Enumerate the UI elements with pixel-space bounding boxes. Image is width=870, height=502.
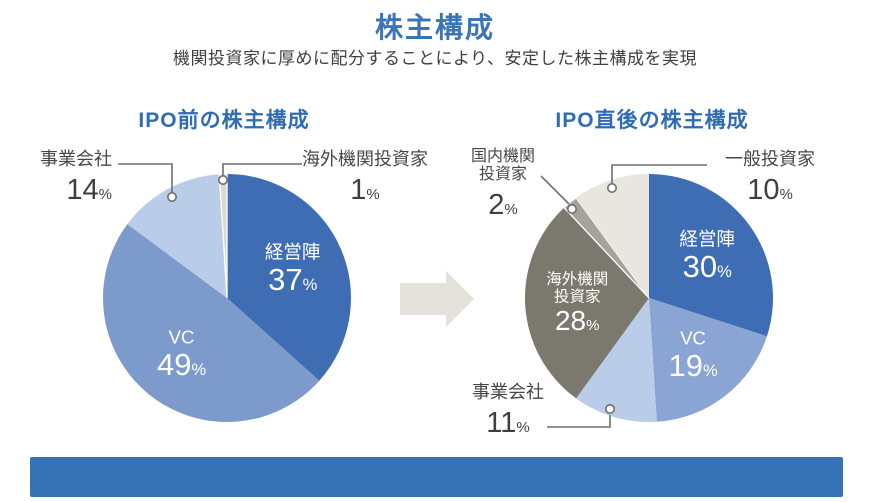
pie-slice-1-4: [563, 196, 650, 299]
pie-slice-0-1: [103, 224, 320, 422]
page-subtitle: 機関投資家に厚めに配分することにより、安定した株主構成を実現: [173, 49, 697, 68]
label-post-retail-investors: 一般投資家 10%: [722, 149, 818, 210]
footer-bar: [30, 457, 843, 497]
label-post-business-company: 事業会社 11%: [464, 382, 552, 443]
pie-inside-value-0-1: 49%: [157, 347, 206, 382]
pie-inside-value-0-0: 37%: [268, 262, 317, 297]
pie-slice-1-3: [525, 207, 649, 399]
value-post-retail-investors: 10%: [747, 174, 793, 206]
pie-inside-label-0-0: 経営陣: [265, 241, 321, 262]
pie-inside-label-0-1: VC: [169, 326, 195, 347]
label-pre-foreign-institutional: 海外機関投資家 1%: [300, 149, 430, 210]
chart-title-post-ipo: IPO直後の株主構成: [555, 109, 749, 132]
value-pre-business-company: 14%: [66, 174, 112, 206]
pie-slice-1-5: [576, 174, 649, 298]
transition-arrow-icon: [400, 271, 474, 327]
value-post-business-company: 11%: [486, 407, 530, 439]
pie-slice-0-2: [127, 174, 227, 298]
pie-slice-0-0: [227, 174, 351, 381]
value-post-domestic-institutional: 2%: [488, 189, 518, 221]
pie-inside-label-1-0: 経営陣: [679, 228, 735, 249]
page-title: 株主構成: [374, 12, 495, 43]
pie-inside-label-1-3: 海外機関: [546, 270, 608, 288]
value-pre-foreign-institutional: 1%: [350, 174, 380, 206]
pie-slice-1-1: [649, 298, 767, 422]
pie-inside-label-1-3: 投資家: [554, 288, 601, 306]
pie-slice-1-0: [649, 174, 773, 337]
pie-slice-1-2: [576, 298, 657, 422]
chart-title-pre-ipo: IPO前の株主構成: [138, 109, 310, 132]
label-pre-business-company: 事業会社 14%: [26, 149, 112, 210]
label-post-domestic-institutional: 国内機関 投資家 2%: [461, 148, 545, 225]
pie-inside-label-1-1: VC: [680, 327, 706, 348]
pie-inside-value-1-0: 30%: [683, 249, 732, 284]
pie-inside-value-1-3: 28%: [555, 305, 600, 336]
pie-inside-value-1-1: 19%: [669, 348, 718, 383]
